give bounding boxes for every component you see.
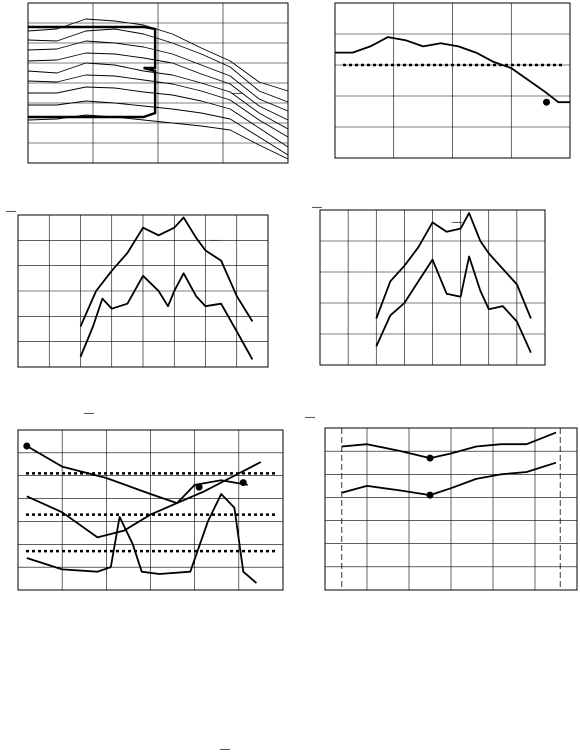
series-line-2 [341, 461, 557, 496]
point-marker [543, 98, 550, 106]
series-line-1 [79, 216, 254, 327]
panel-f-top-mark: — [305, 412, 315, 423]
page-mark: — [220, 744, 230, 755]
plot-frame [334, 2, 571, 159]
series-line-2 [79, 272, 254, 360]
point-marker [426, 491, 434, 499]
panel-c-legend-mark: — [210, 235, 220, 246]
panel-e [17, 429, 284, 591]
series-line-1 [375, 212, 532, 319]
series-line-4 [27, 52, 289, 121]
panel-c-top-mark: — [6, 206, 16, 217]
series-line-6 [27, 74, 289, 138]
series-line-7 [28, 86, 289, 148]
series-line-2 [27, 28, 289, 103]
plot-frame [319, 209, 546, 366]
point-marker [195, 483, 203, 491]
point-marker [426, 454, 434, 462]
panel-b [334, 2, 571, 159]
point-marker [23, 442, 31, 450]
panel-c [17, 214, 269, 368]
plot-frame [17, 214, 269, 368]
plot-frame [27, 2, 289, 164]
series-line-1 [341, 431, 557, 459]
series-line-3 [27, 40, 289, 112]
plot-frame [17, 429, 284, 591]
panel-f [324, 427, 578, 591]
series-line-1 [27, 18, 289, 92]
panel-d [319, 209, 546, 366]
series-line-3 [26, 493, 258, 584]
series-line-2 [375, 255, 532, 353]
series-line-2 [26, 479, 248, 539]
series-line-8 [28, 100, 289, 156]
panel-e-top-mark: — [84, 408, 94, 419]
series-line-1 [335, 36, 570, 104]
point-marker [239, 479, 247, 487]
panel-d-legend-mark: — [452, 217, 462, 228]
highlight-outline [28, 25, 157, 119]
panel-a: — [27, 2, 289, 164]
plot-frame [324, 427, 578, 591]
panel-d-top-mark: — [312, 202, 322, 213]
series-line-5 [27, 62, 289, 130]
panel-a-leader-label: — [232, 88, 242, 99]
